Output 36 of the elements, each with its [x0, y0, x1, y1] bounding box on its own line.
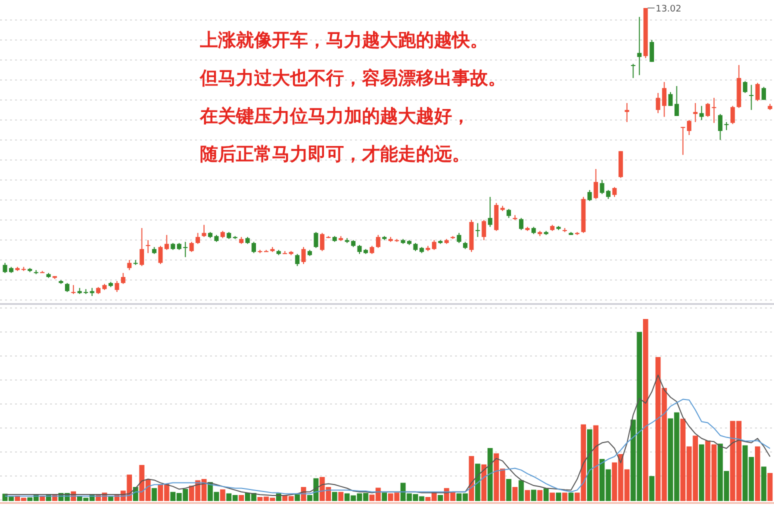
- bar: [518, 480, 524, 501]
- bar: [537, 490, 542, 501]
- bar: [587, 429, 592, 501]
- bar: [754, 446, 760, 501]
- bar: [562, 492, 568, 501]
- bar: [438, 494, 443, 501]
- bar: [475, 464, 480, 501]
- annotation: 但马力过大也不行，容易漂移出事故。: [199, 68, 506, 89]
- bar: [332, 492, 338, 501]
- bar: [338, 492, 344, 501]
- bar: [550, 492, 555, 501]
- bar: [643, 319, 648, 501]
- bar: [468, 456, 474, 501]
- bar: [152, 488, 157, 501]
- bar: [544, 488, 549, 501]
- annotation: 上涨就像开车，马力越大跑的越快。: [199, 30, 488, 51]
- bar: [506, 478, 512, 501]
- bar: [556, 492, 562, 501]
- bar: [294, 494, 300, 501]
- bar: [649, 476, 654, 501]
- bar: [488, 448, 493, 501]
- annotation: 13.02: [656, 4, 682, 14]
- bar: [512, 486, 518, 501]
- bar: [238, 494, 244, 501]
- bar: [108, 496, 114, 501]
- bar: [524, 490, 530, 501]
- bar: [767, 472, 773, 501]
- bar: [568, 492, 574, 501]
- annotation: 在关键压力位马力加的越大越好，: [199, 106, 470, 127]
- bar: [382, 492, 387, 501]
- bar: [220, 489, 226, 501]
- bar: [531, 490, 536, 501]
- bar: [761, 466, 766, 501]
- annotation: 随后正常马力即可，才能走的远。: [200, 144, 470, 165]
- bar: [593, 425, 598, 501]
- bar: [698, 444, 704, 501]
